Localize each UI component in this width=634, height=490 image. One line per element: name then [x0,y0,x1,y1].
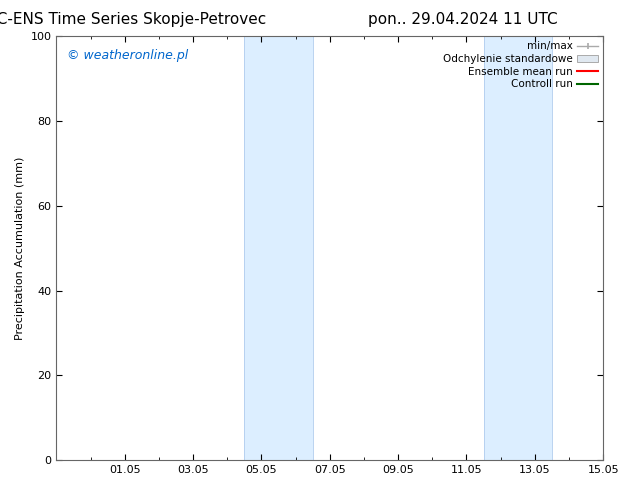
Bar [484,36,552,460]
Y-axis label: Precipitation Accumulation (mm): Precipitation Accumulation (mm) [15,156,25,340]
Bar [244,36,313,460]
Text: © weatheronline.pl: © weatheronline.pl [67,49,188,62]
Legend: min/max, Odchylenie standardowe, Ensemble mean run, Controll run: min/max, Odchylenie standardowe, Ensembl… [440,38,601,92]
Text: CMC-ENS Time Series Skopje-Petrovec: CMC-ENS Time Series Skopje-Petrovec [0,12,266,27]
Text: pon.. 29.04.2024 11 UTC: pon.. 29.04.2024 11 UTC [368,12,557,27]
